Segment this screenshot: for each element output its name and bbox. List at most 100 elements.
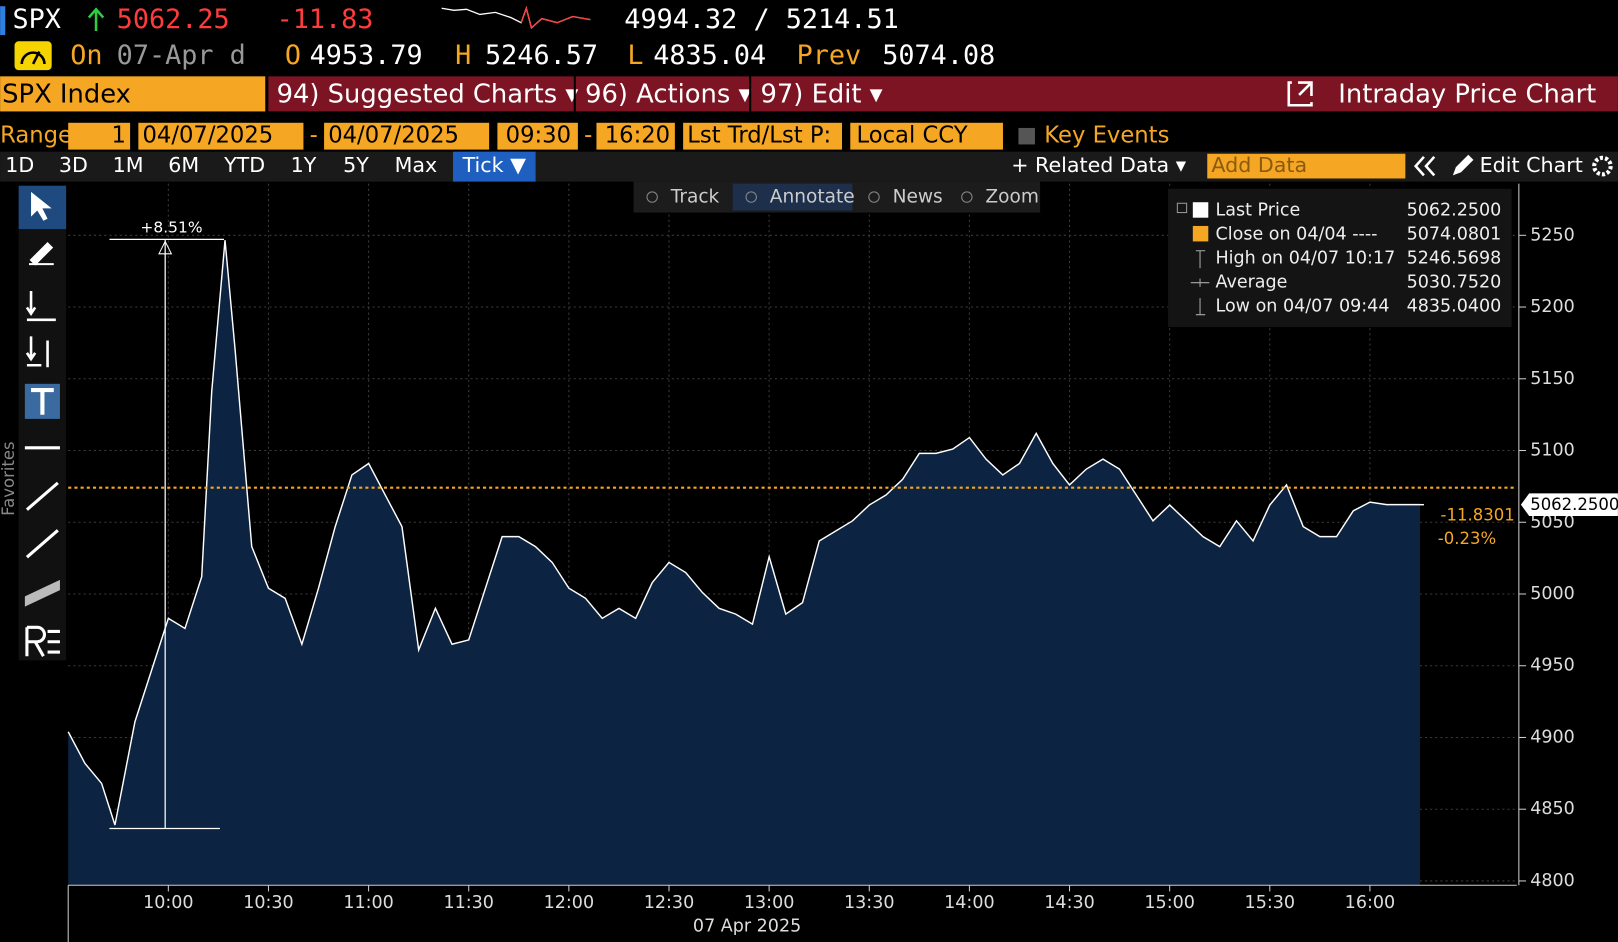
high-label: H <box>455 40 471 71</box>
security[interactable]: SPX Index <box>2 79 131 109</box>
popout-icon[interactable] <box>1287 81 1313 107</box>
legend-value: 5246.5698 <box>1407 249 1502 269</box>
dollar-tool[interactable] <box>25 336 49 368</box>
period-tab[interactable]: 1M <box>113 153 144 177</box>
x-tick-label: 13:00 <box>744 893 794 913</box>
up-arrow <box>87 7 105 31</box>
x-tick-label: 16:00 <box>1345 893 1395 913</box>
last-price-tag <box>1520 493 1618 517</box>
end-date-box[interactable] <box>324 122 490 150</box>
period-tab[interactable]: Tick ▼ <box>462 153 527 177</box>
start-date[interactable]: 04/07/2025 <box>142 123 273 149</box>
price-type-box[interactable] <box>683 122 843 150</box>
range-label: Range <box>0 123 72 149</box>
add-data-box[interactable] <box>1207 153 1406 179</box>
favorites-tab[interactable]: Favorites <box>0 441 18 516</box>
period-tab[interactable]: 3D <box>59 153 88 177</box>
price-type[interactable]: Lst Trd/Lst P: <box>687 123 831 149</box>
menu-bar <box>268 76 1618 112</box>
edit-chart[interactable]: Edit Chart <box>1480 153 1583 177</box>
legend-value: 5062.2500 <box>1407 200 1502 220</box>
key-events[interactable]: Key Events <box>1044 123 1169 149</box>
prev-value: 5074.08 <box>882 40 995 71</box>
channel-tool[interactable] <box>24 579 60 607</box>
tool-icon <box>745 191 757 203</box>
menu-item[interactable]: 96) Actions ▾ <box>585 79 751 109</box>
start-time-box[interactable] <box>497 122 578 150</box>
menu-item[interactable]: 94) Suggested Charts ▾ <box>277 79 579 109</box>
start-time[interactable]: 09:30 <box>506 123 571 149</box>
open-label: O <box>285 40 301 71</box>
period-tab[interactable]: 5Y <box>343 153 369 177</box>
chart-tool[interactable]: Track <box>670 187 720 208</box>
collapse-icon[interactable] <box>1413 155 1436 177</box>
legend-box <box>1168 188 1512 328</box>
end-time[interactable]: 16:20 <box>605 123 670 149</box>
legend-label: High on 04/07 10:17 <box>1216 249 1396 269</box>
gauge-icon <box>14 41 52 71</box>
y-tick-label: 4900 <box>1530 727 1575 747</box>
chart-tool[interactable]: Zoom <box>985 187 1039 208</box>
period-tab[interactable]: YTD <box>223 153 265 177</box>
chart-tool[interactable]: News <box>893 187 943 208</box>
range-box[interactable] <box>68 122 131 150</box>
net-change-label: -11.8301 <box>1441 505 1515 524</box>
pencil-icon <box>1452 154 1474 176</box>
period-tab[interactable]: 1Y <box>291 153 317 177</box>
text-tool-glyph <box>31 387 54 415</box>
trend-tool[interactable] <box>25 481 59 511</box>
swing-arrow <box>158 240 173 255</box>
function-name: Intraday Price Chart <box>1338 79 1596 109</box>
tool-icon <box>868 191 880 203</box>
chart-tool[interactable]: Annotate <box>770 187 855 208</box>
period-tab[interactable]: 6M <box>168 153 199 177</box>
end-time-box[interactable] <box>596 122 675 150</box>
currency-box[interactable] <box>850 122 1003 150</box>
sparkline-down <box>520 5 591 30</box>
tool-icon <box>961 191 973 203</box>
tab-active[interactable] <box>453 151 536 182</box>
security-box[interactable] <box>0 76 267 112</box>
day-range: 4994.32 / 5214.51 <box>624 4 898 35</box>
start-date-box[interactable] <box>138 122 304 150</box>
x-tick-label: 11:30 <box>443 893 493 913</box>
legend-label: Close on 04/04 ---- <box>1216 225 1378 245</box>
related-data[interactable]: + Related Data ▾ <box>1011 153 1187 177</box>
settings-icon[interactable] <box>1592 155 1613 177</box>
y-tick-label: 5050 <box>1530 512 1575 532</box>
tool-icon <box>646 191 658 203</box>
checkbox[interactable] <box>1018 127 1035 145</box>
end-date[interactable]: 04/07/2025 <box>328 123 459 149</box>
price-line <box>67 240 1421 826</box>
menu-item[interactable]: 97) Edit ▾ <box>761 79 883 109</box>
ticker: SPX <box>12 4 60 35</box>
low-label: L <box>627 40 643 71</box>
x-tick-label: 12:30 <box>644 893 694 913</box>
y-tick-label: 4950 <box>1530 656 1575 676</box>
add-data[interactable]: Add Data <box>1211 153 1307 177</box>
high-value: 5246.57 <box>485 40 598 71</box>
currency[interactable]: Local CCY <box>856 123 967 149</box>
period-tab[interactable]: Max <box>395 153 438 177</box>
legend-label: Low on 04/07 09:44 <box>1216 297 1390 317</box>
legend-swatch <box>1192 225 1209 242</box>
pct-change-label: -0.23% <box>1438 529 1496 548</box>
legend-value: 5030.7520 <box>1407 273 1502 293</box>
legend-value: 4835.0400 <box>1407 297 1502 317</box>
as-of-date: 07-Apr d <box>117 40 246 71</box>
y-tick-label: 5250 <box>1530 225 1575 245</box>
ray-tool[interactable] <box>25 529 59 559</box>
regression-tool[interactable] <box>25 625 60 657</box>
legend-label: Average <box>1216 273 1288 293</box>
y-tick-label: 4800 <box>1530 871 1575 891</box>
focus-bar <box>0 6 6 36</box>
legend-swatch <box>1190 278 1210 287</box>
pct-tool[interactable] <box>25 290 56 322</box>
legend-label: Last Price <box>1216 200 1301 220</box>
legend-swatch <box>1192 202 1209 218</box>
period-tab[interactable]: 1D <box>5 153 34 177</box>
pen-tool[interactable] <box>28 242 54 266</box>
range-value[interactable]: 1 <box>112 123 126 149</box>
x-tick-label: 10:30 <box>243 893 293 913</box>
